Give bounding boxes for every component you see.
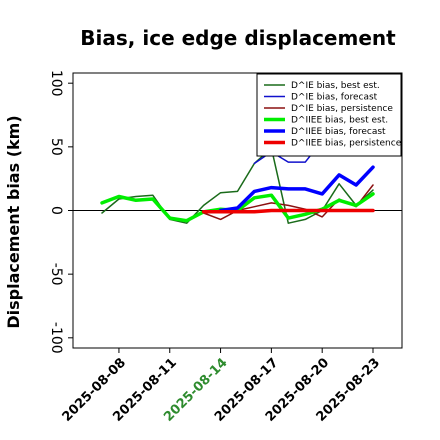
legend-entry: D^IE bias, forecast <box>291 93 378 103</box>
legend-entry: D^IIEE bias, persistence <box>291 139 402 149</box>
legend: D^IE bias, best est.D^IE bias, forecastD… <box>256 73 402 157</box>
series-line-4 <box>218 165 375 213</box>
series-line-5 <box>201 208 375 214</box>
legend-entry: D^IE bias, best est. <box>291 81 380 91</box>
legend-box <box>256 73 402 157</box>
y-tick-label: 50 <box>48 138 64 156</box>
y-tick-label: 0 <box>48 206 64 215</box>
chart-title: Bias, ice edge displacement <box>80 26 396 50</box>
legend-entry: D^IE bias, persistence <box>291 104 393 114</box>
series-lines <box>100 141 375 224</box>
y-tick-label: -50 <box>48 263 64 286</box>
y-axis-label: Displacement bias (km) <box>4 115 23 328</box>
plot-frame <box>72 72 403 349</box>
legend-entry: D^IIEE bias, forecast <box>291 127 386 137</box>
legend-entry: D^IIEE bias, best est. <box>291 116 388 126</box>
series-line-0 <box>101 147 374 224</box>
y-tick-label: -100 <box>48 322 64 354</box>
y-tick-label: 100 <box>48 70 64 97</box>
